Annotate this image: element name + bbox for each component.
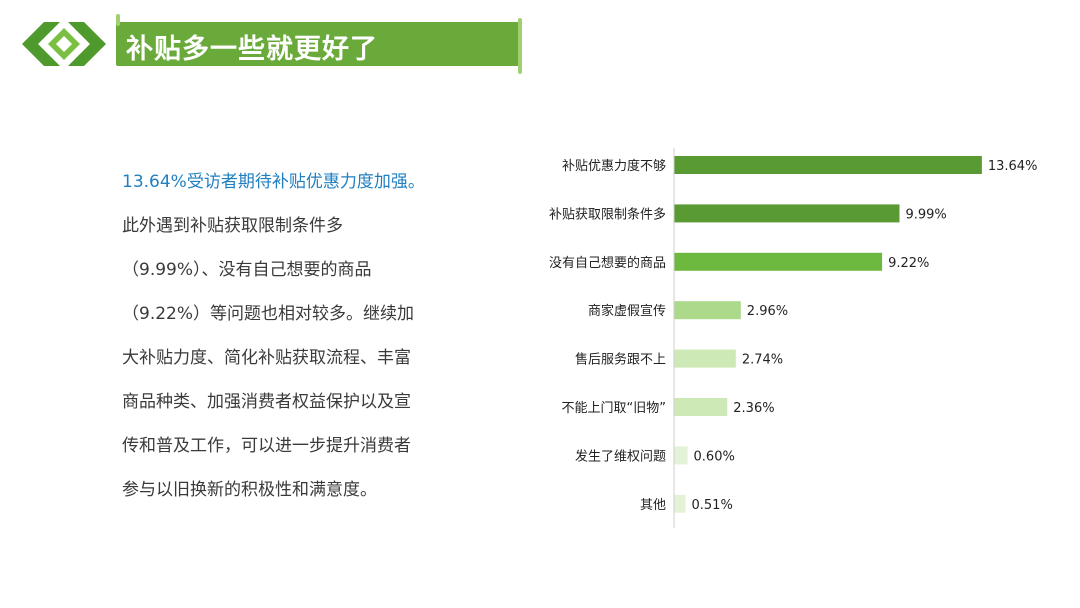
category-label: 不能上门取“旧物” — [562, 401, 666, 416]
category-label: 商家虚假宣传 — [588, 303, 666, 319]
bar — [674, 301, 741, 320]
summary-line: 13.64%受访者期待补贴优惠力度加强。 — [122, 172, 425, 192]
value-label: 2.74% — [742, 353, 783, 368]
value-label: 2.96% — [747, 304, 788, 319]
value-label: 9.99% — [905, 207, 946, 222]
value-label: 2.36% — [733, 401, 774, 416]
category-label: 售后服务跟不上 — [575, 352, 666, 368]
category-label: 补贴获取限制条件多 — [549, 206, 666, 222]
category-label: 发生了维权问题 — [575, 448, 666, 464]
summary-line: 此外遇到补贴获取限制条件多 — [122, 216, 343, 236]
bar — [674, 494, 686, 513]
category-label: 没有自己想要的商品 — [549, 255, 666, 271]
category-label: 补贴优惠力度不够 — [562, 158, 666, 174]
summary-line: 传和普及工作，可以进一步提升消费者 — [122, 436, 411, 456]
bar-chart: 补贴优惠力度不够 13.64% 补贴获取限制条件多 9.99% 没有自己想要的商品 9.2… — [530, 140, 1070, 530]
value-label: 0.51% — [692, 498, 733, 513]
bar — [674, 349, 736, 368]
value-label: 9.22% — [888, 256, 929, 271]
summary-line: （9.99%）、没有自己想要的商品 — [122, 260, 372, 280]
summary-line: 大补贴力度、简化补贴获取流程、丰富 — [122, 348, 411, 368]
summary-text: 13.64%受访者期待补贴优惠力度加强。 此外遇到补贴获取限制条件多 （9.99… — [122, 172, 452, 524]
page-title: 补贴多一些就更好了 — [126, 34, 378, 65]
bar — [674, 204, 900, 223]
title-banner: 补贴多一些就更好了 — [116, 14, 522, 74]
summary-line: （9.22%）等问题也相对较多。继续加 — [122, 304, 415, 324]
bar — [674, 156, 982, 174]
bar — [674, 446, 688, 465]
category-label: 其他 — [640, 498, 666, 513]
bar — [674, 252, 883, 271]
summary-line: 商品种类、加强消费者权益保护以及宣 — [122, 392, 411, 412]
value-label: 13.64% — [988, 159, 1038, 174]
summary-line: 参与以旧换新的积极性和满意度。 — [122, 480, 377, 500]
bar-chart-svg: 补贴优惠力度不够 13.64% 补贴获取限制条件多 9.99% 没有自己想要的商品 9.2… — [549, 148, 1038, 528]
value-label: 0.60% — [694, 449, 735, 464]
bar — [674, 398, 728, 416]
logo-icon — [22, 22, 106, 66]
